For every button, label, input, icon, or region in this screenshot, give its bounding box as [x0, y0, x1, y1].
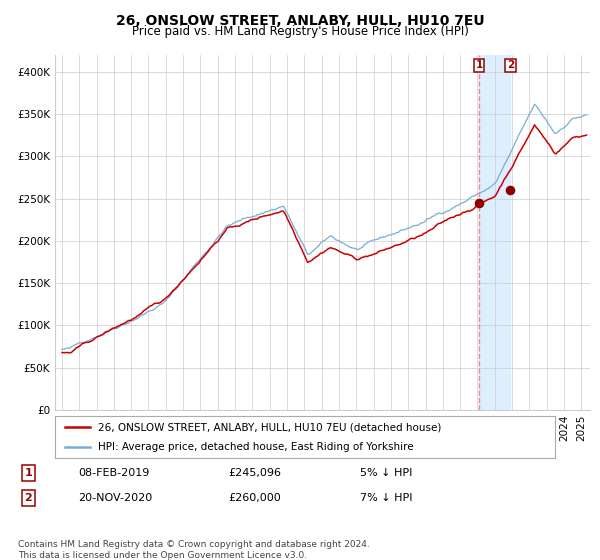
Text: 26, ONSLOW STREET, ANLABY, HULL, HU10 7EU: 26, ONSLOW STREET, ANLABY, HULL, HU10 7E…	[116, 14, 484, 28]
Text: 7% ↓ HPI: 7% ↓ HPI	[360, 493, 413, 503]
Text: £260,000: £260,000	[228, 493, 281, 503]
Text: £245,096: £245,096	[228, 468, 281, 478]
Text: 1: 1	[476, 60, 483, 71]
Text: 2: 2	[507, 60, 514, 71]
Text: HPI: Average price, detached house, East Riding of Yorkshire: HPI: Average price, detached house, East…	[97, 442, 413, 452]
Bar	[479, 55, 511, 410]
Text: Contains HM Land Registry data © Crown copyright and database right 2024.
This d: Contains HM Land Registry data © Crown c…	[18, 540, 370, 560]
Text: 1: 1	[25, 468, 32, 478]
Text: 5% ↓ HPI: 5% ↓ HPI	[360, 468, 412, 478]
Text: 26, ONSLOW STREET, ANLABY, HULL, HU10 7EU (detached house): 26, ONSLOW STREET, ANLABY, HULL, HU10 7E…	[97, 422, 441, 432]
Point	[506, 186, 515, 195]
Text: 2: 2	[25, 493, 32, 503]
Text: 08-FEB-2019: 08-FEB-2019	[78, 468, 149, 478]
Text: 20-NOV-2020: 20-NOV-2020	[78, 493, 152, 503]
Text: Price paid vs. HM Land Registry's House Price Index (HPI): Price paid vs. HM Land Registry's House …	[131, 25, 469, 38]
Point	[475, 198, 484, 207]
